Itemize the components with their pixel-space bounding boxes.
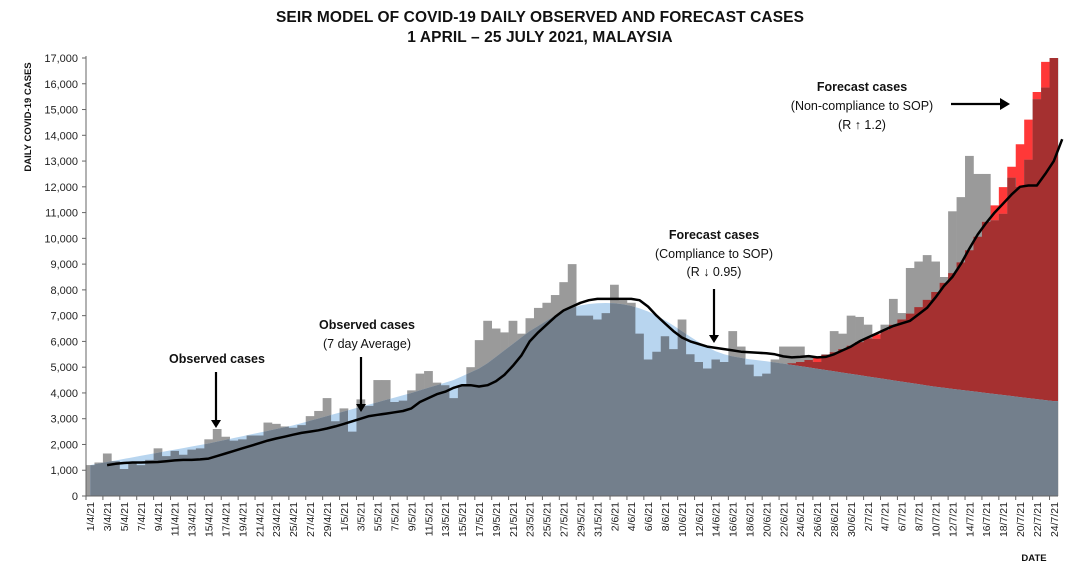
x-tick-label: 28/6/21 [829, 502, 841, 537]
annotation-forecast-sop-sub: (Compliance to SOP) [655, 247, 773, 261]
x-tick-label: 1/5/21 [339, 502, 351, 531]
x-tick-label: 3/4/21 [102, 502, 114, 531]
y-tick-label: 11,000 [45, 208, 78, 220]
y-tick-label: 5,000 [50, 362, 78, 374]
y-tick-label: 2,000 [50, 439, 78, 451]
x-tick-label: 11/5/21 [423, 502, 435, 536]
x-tick-label: 6/6/21 [643, 502, 655, 531]
x-tick-label: 1/4/21 [85, 502, 97, 531]
x-tick-label: 16/6/21 [728, 502, 740, 537]
x-tick-label: 4/7/21 [880, 502, 892, 531]
x-tick-label: 15/4/21 [204, 502, 216, 537]
x-tick-label: 4/6/21 [626, 502, 638, 531]
x-tick-label: 14/7/21 [964, 502, 976, 537]
x-tick-label: 29/4/21 [322, 502, 334, 537]
x-tick-label: 31/5/21 [592, 502, 604, 537]
x-tick-label: 20/7/21 [1015, 502, 1027, 537]
chart-subtitle: 1 APRIL – 25 JULY 2021, MALAYSIA [407, 29, 673, 46]
x-tick-label: 24/6/21 [795, 502, 807, 537]
annotation-observed-avg-title: Observed cases [319, 318, 415, 332]
x-tick-label: 29/5/21 [575, 502, 587, 537]
x-tick-label: 2/7/21 [863, 502, 875, 531]
y-tick-label: 6,000 [50, 336, 78, 348]
x-tick-label: 24/7/21 [1049, 502, 1061, 537]
x-tick-label: 19/4/21 [237, 502, 249, 537]
y-tick-label: 3,000 [50, 414, 78, 426]
x-tick-label: 12/7/21 [947, 502, 959, 537]
x-tick-label: 12/6/21 [694, 502, 706, 537]
annotation-forecast-sop-r: (R ↓ 0.95) [687, 265, 742, 279]
x-tick-label: 8/7/21 [914, 502, 926, 531]
x-tick-label: 26/6/21 [812, 502, 824, 537]
annotation-observed-avg-arrow-head [356, 404, 366, 412]
y-tick-label: 1,000 [50, 465, 78, 477]
x-tick-label: 11/4/21 [170, 502, 182, 536]
x-tick-label: 22/7/21 [1032, 502, 1044, 537]
y-tick-label: 9,000 [50, 259, 78, 271]
x-tick-label: 27/4/21 [305, 502, 317, 537]
x-tick-label: 16/7/21 [981, 502, 993, 537]
x-tick-label: 20/6/21 [761, 502, 773, 537]
annotation-forecast-nc-sub: (Non-compliance to SOP) [791, 99, 933, 113]
x-tick-label: 9/5/21 [406, 502, 418, 531]
y-tick-label: 16,000 [44, 79, 78, 91]
y-tick-label: 12,000 [44, 182, 78, 194]
seven-day-average-line [106, 138, 1064, 467]
forecast-sop-overlap [90, 303, 1058, 496]
x-tick-label: 25/4/21 [288, 502, 300, 537]
annotation-forecast-sop-title: Forecast cases [669, 228, 759, 242]
x-tick-label: 8/6/21 [660, 502, 672, 531]
x-tick-label: 19/5/21 [491, 502, 503, 537]
x-tick-label: 27/5/21 [559, 502, 571, 537]
x-tick-label: 13/4/21 [187, 502, 199, 537]
x-tick-label: 25/5/21 [542, 502, 554, 537]
x-tick-label: 6/7/21 [897, 502, 909, 531]
x-tick-label: 17/4/21 [220, 502, 232, 537]
y-tick-label: 17,000 [44, 53, 78, 65]
x-tick-label: 21/5/21 [508, 502, 520, 537]
x-tick-label: 21/4/21 [254, 502, 266, 537]
x-tick-label: 10/7/21 [930, 502, 942, 537]
x-tick-label: 9/4/21 [153, 502, 165, 531]
y-tick-label: 14,000 [44, 130, 78, 142]
annotation-forecast-nc-r: (R ↑ 1.2) [838, 118, 886, 132]
x-tick-label: 7/4/21 [136, 502, 148, 531]
y-tick-label: 7,000 [50, 311, 78, 323]
y-tick-label: 0 [72, 491, 78, 503]
x-tick-label: 2/6/21 [609, 502, 621, 531]
annotation-observed-cases: Observed cases [169, 352, 265, 366]
x-tick-label: 23/4/21 [271, 502, 283, 537]
annotation-observed-avg-sub: (7 day Average) [323, 337, 411, 351]
y-tick-label: 13,000 [44, 156, 78, 168]
x-tick-label: 7/5/21 [390, 502, 402, 531]
y-axis-title: DAILY COVID-19 CASES [23, 62, 34, 171]
y-tick-label: 15,000 [44, 105, 78, 117]
x-axis-title: DATE [1021, 553, 1046, 564]
x-tick-label: 13/5/21 [440, 502, 452, 537]
x-tick-label: 17/5/21 [474, 502, 486, 537]
x-tick-label: 30/6/21 [846, 502, 858, 537]
annotation-forecast-nc-arrow-head [1000, 98, 1010, 110]
y-tick-label: 10,000 [44, 233, 78, 245]
annotation-forecast-sop-arrow-head [709, 335, 719, 343]
x-tick-label: 5/4/21 [119, 502, 131, 531]
x-tick-label: 3/5/21 [356, 502, 368, 531]
y-tick-label: 8,000 [50, 285, 78, 297]
annotation-forecast-nc-title: Forecast cases [817, 80, 907, 94]
x-tick-label: 14/6/21 [711, 502, 723, 537]
x-tick-label: 5/5/21 [373, 502, 385, 531]
x-tick-label: 23/5/21 [525, 502, 537, 537]
chart-title: SEIR MODEL OF COVID-19 DAILY OBSERVED AN… [275, 9, 805, 26]
x-tick-label: 18/7/21 [998, 502, 1010, 537]
x-tick-label: 10/6/21 [677, 502, 689, 537]
x-tick-label: 18/6/21 [744, 502, 756, 537]
y-tick-label: 4,000 [50, 388, 78, 400]
x-tick-label: 15/5/21 [457, 502, 469, 537]
annotation-observed-arrow-head [211, 420, 221, 428]
x-tick-label: 22/6/21 [778, 502, 790, 537]
